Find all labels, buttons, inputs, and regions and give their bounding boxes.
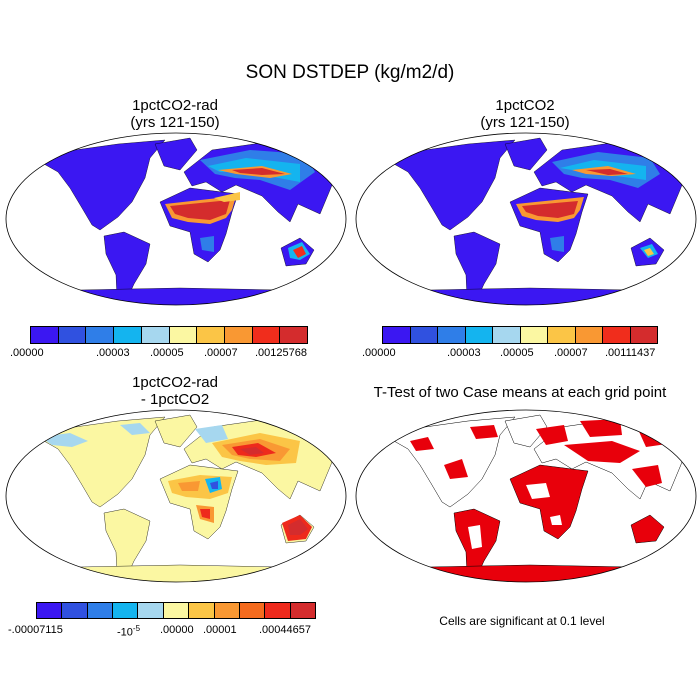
greenland (154, 137, 198, 171)
colorbar-swatch (189, 603, 215, 618)
colorbar-swatch (62, 603, 88, 618)
colorbar-swatch (214, 603, 240, 618)
colorbar-swatch (31, 327, 59, 343)
greenland (154, 414, 198, 448)
colorbar-swatch (239, 603, 266, 618)
colorbar-tick-label: -.00007115 (8, 624, 63, 636)
panel-title-line2: (yrs 121-150) (130, 114, 220, 131)
colorbar-top-right (382, 326, 658, 344)
map-bottom-right (350, 407, 700, 587)
antarctica (9, 287, 346, 305)
colorbar-swatch (114, 327, 142, 343)
north-america (34, 139, 166, 231)
map-bottom-left (0, 407, 350, 587)
colorbar-tick-label: .00044657 (259, 624, 311, 636)
colorbar-swatch (224, 327, 253, 343)
antarctica (359, 564, 696, 582)
significance-note: Cells are significant at 0.1 level (439, 614, 605, 628)
colorbar-swatch (141, 327, 170, 343)
colorbar-swatch (86, 327, 115, 343)
colorbar-swatch (410, 327, 438, 343)
colorbar-swatch (113, 603, 139, 618)
colorbar-tick-label: .00111437 (605, 347, 656, 359)
colorbar-tick-label: .00007 (204, 347, 238, 359)
colorbar-swatch (87, 603, 114, 618)
colorbar-swatch (465, 327, 493, 343)
tick-exponent: -5 (132, 624, 141, 633)
colorbar-tick-label: .00000 (160, 624, 194, 636)
colorbar-swatch (520, 327, 548, 343)
panel-title-top-left: 1pctCO2-rad (yrs 121-150) (75, 97, 275, 131)
colorbar-swatch (493, 327, 521, 343)
colorbar-swatch (280, 327, 308, 343)
north-america (384, 139, 516, 231)
colorbar-swatch (265, 603, 291, 618)
colorbar-swatch (37, 603, 63, 618)
antarctica (359, 287, 696, 305)
figure-title: SON DSTDEP (kg/m2/d) (245, 62, 455, 83)
colorbar-swatch (163, 603, 190, 618)
panel-title-line2: - 1pctCO2 (140, 391, 210, 408)
colorbar-swatch (290, 603, 315, 618)
colorbar-swatch (438, 327, 466, 343)
colorbar-tick-label: .00005 (150, 347, 184, 359)
colorbar-tick-label: -10-5 (117, 624, 140, 639)
tick-base: -10 (117, 626, 133, 639)
colorbar-swatch (548, 327, 576, 343)
colorbar-swatch (630, 327, 657, 343)
colorbar-tick-label: .00000 (362, 347, 396, 359)
colorbar-swatch (58, 327, 87, 343)
colorbar-swatch (138, 603, 164, 618)
panel-title-bottom-left: 1pctCO2-rad - 1pctCO2 (75, 374, 275, 408)
greenland (504, 414, 548, 448)
colorbar-swatch (575, 327, 603, 343)
colorbar-tick-label: .00007 (554, 347, 588, 359)
colorbar-tick-label: .00003 (96, 347, 130, 359)
colorbar-tick-label: .00000 (10, 347, 44, 359)
colorbar-top-left (30, 326, 308, 344)
colorbar-difference (36, 602, 316, 619)
colorbar-swatch (197, 327, 225, 343)
greenland (504, 137, 548, 171)
colorbar-tick-label: .00005 (500, 347, 534, 359)
colorbar-tick-label: .00003 (447, 347, 481, 359)
panel-title-bottom-right: T-Test of two Case means at each grid po… (373, 384, 667, 401)
map-top-right (350, 130, 700, 310)
antarctica (9, 564, 346, 582)
australia (630, 514, 665, 544)
panel-title-line1: 1pctCO2-rad (132, 374, 218, 391)
colorbar-tick-label: .00001 (203, 624, 237, 636)
colorbar-tick-label: .00125768 (255, 347, 307, 359)
panel-title-line1: 1pctCO2 (495, 97, 555, 114)
colorbar-swatch (603, 327, 631, 343)
colorbar-swatch (169, 327, 198, 343)
panel-title-top-right: 1pctCO2 (yrs 121-150) (425, 97, 625, 131)
africa (509, 464, 589, 540)
colorbar-swatch (383, 327, 411, 343)
map-top-left (0, 130, 350, 310)
panel-title-line1: 1pctCO2-rad (132, 97, 218, 114)
colorbar-swatch (252, 327, 281, 343)
panel-title-line2: (yrs 121-150) (480, 114, 570, 131)
